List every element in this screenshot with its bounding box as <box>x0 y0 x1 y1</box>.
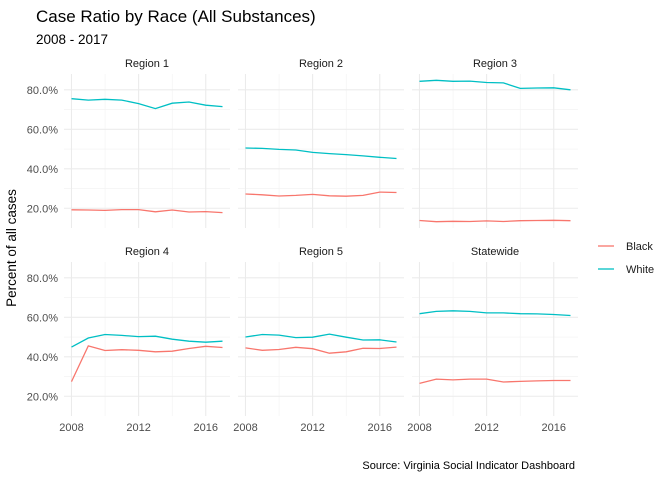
series-line-black <box>70 345 223 382</box>
series-line-white <box>71 98 223 110</box>
series-line-white <box>245 147 397 160</box>
y-tick-label: 60.0% <box>27 124 58 136</box>
x-tick-label: 2012 <box>300 422 324 434</box>
facet-panels: Region 1 20.0% 40.0% 60.0% 80.0% Region 2 Regi… <box>27 58 578 434</box>
panel-region-3: Region 3 <box>412 58 578 228</box>
y-tick-label: 60.0% <box>27 312 58 324</box>
x-tick-label: 2008 <box>233 422 257 434</box>
series-line-white <box>419 79 571 91</box>
legend-label: White <box>626 264 654 276</box>
facet-label: Region 1 <box>125 58 169 70</box>
legend: Black White <box>598 241 654 276</box>
series-line-black <box>419 378 571 385</box>
x-tick-label: 2012 <box>126 422 150 434</box>
chart-subtitle: 2008 - 2017 <box>36 32 108 47</box>
facet-label: Region 4 <box>125 246 169 258</box>
x-tick-label: 2016 <box>194 422 218 434</box>
series-line-black <box>245 191 397 197</box>
y-tick-label: 80.0% <box>27 85 58 97</box>
chart-caption: Source: Virginia Social Indicator Dashbo… <box>362 460 575 472</box>
x-tick-label: 2008 <box>59 422 83 434</box>
x-tick-label: 2008 <box>407 422 431 434</box>
panel-region-4: Region 4 20.0% 40.0% 60.0% 80.0% 2008 2012 2016 <box>27 246 230 434</box>
legend-item-black: Black <box>598 241 653 253</box>
x-tick-label: 2016 <box>542 422 566 434</box>
y-tick-label: 20.0% <box>27 391 58 403</box>
series-line-white <box>245 333 397 343</box>
legend-label: Black <box>626 241 653 253</box>
y-tick-label: 40.0% <box>27 164 58 176</box>
x-tick-label: 2016 <box>368 422 392 434</box>
y-tick-label: 80.0% <box>27 273 58 285</box>
facet-label: Region 3 <box>473 58 517 70</box>
series-line-black <box>419 219 571 223</box>
series-line-white <box>71 333 223 348</box>
panel-region-2: Region 2 <box>238 58 404 228</box>
y-axis-title: Percent of all cases <box>4 189 19 307</box>
series-line-white <box>419 310 571 317</box>
series-line-black <box>71 208 223 214</box>
y-tick-label: 40.0% <box>27 352 58 364</box>
legend-item-white: White <box>598 264 654 276</box>
facet-label: Region 5 <box>299 246 343 258</box>
y-tick-label: 20.0% <box>27 203 58 215</box>
facet-label: Region 2 <box>299 58 343 70</box>
panel-region-5: Region 5 2008 2012 2016 <box>233 246 404 434</box>
facet-label: Statewide <box>471 246 519 258</box>
panel-statewide: Statewide 2008 2012 2016 <box>407 246 578 434</box>
series-line-black <box>245 346 397 354</box>
chart-title: Case Ratio by Race (All Substances) <box>36 7 316 26</box>
panel-region-1: Region 1 20.0% 40.0% 60.0% 80.0% <box>27 58 230 228</box>
x-tick-label: 2012 <box>474 422 498 434</box>
